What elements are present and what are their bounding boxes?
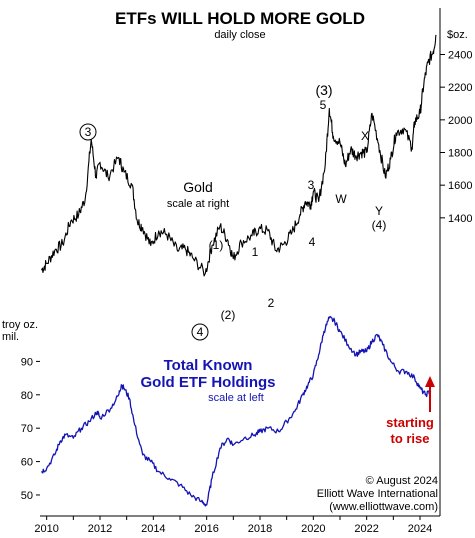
- left-tick-label: 90: [21, 356, 33, 368]
- left-axis-unit-2: mil.: [2, 331, 19, 343]
- annotation-line1: starting: [386, 415, 434, 430]
- wave-label-3-minor: 3: [308, 178, 315, 192]
- left-axis-unit-1: troy oz.: [2, 319, 38, 331]
- wave-label-3-circled: 3: [85, 125, 92, 139]
- right-tick-label: 2200: [448, 82, 472, 94]
- wave-label-1: 1: [252, 245, 259, 259]
- gold-price-line: [40, 34, 437, 277]
- right-axis-ticks: 2400 2200 2000 1800 1600 1400: [440, 50, 472, 225]
- wave-label-2: 2: [268, 296, 275, 310]
- right-tick-label: 1600: [448, 180, 472, 192]
- etf-holdings-line: [40, 315, 432, 507]
- wave-labels: 3 (1) 1 2 (2) 4 3 4 (3) 5 W X Y (4): [79, 82, 387, 341]
- right-tick-label: 2400: [448, 50, 472, 62]
- wave-label-4-minor: 4: [309, 235, 316, 249]
- wave-label-x: X: [361, 129, 369, 143]
- right-tick-label: 1800: [448, 148, 472, 160]
- x-tick-label: 2016: [194, 523, 218, 535]
- x-tick-label: 2018: [248, 523, 272, 535]
- wave-label-2-paren: (2): [221, 308, 236, 322]
- annotation-line2: to rise: [390, 431, 429, 446]
- x-tick-label: 2010: [34, 523, 58, 535]
- right-tick-label: 2000: [448, 115, 472, 127]
- gold-scale-note: scale at right: [167, 198, 229, 210]
- wave-label-4-circled: 4: [197, 325, 204, 339]
- wave-label-4-paren: (4): [372, 218, 387, 232]
- wave-label-y: Y: [375, 204, 383, 218]
- left-tick-label: 80: [21, 390, 33, 402]
- wave-label-w: W: [335, 192, 347, 206]
- x-tick-label: 2012: [88, 523, 112, 535]
- etf-series-label-line1: Total Known: [164, 357, 253, 374]
- left-axis-ticks: 90 80 70 60 50: [21, 356, 40, 502]
- credit-website: (www.elliottwave.com): [329, 501, 438, 513]
- right-axis-unit: $oz.: [447, 29, 468, 41]
- x-tick-label: 2024: [408, 523, 432, 535]
- credit-publisher: Elliott Wave International: [317, 488, 438, 500]
- chart-subtitle: daily close: [214, 29, 265, 41]
- wave-label-5: 5: [320, 98, 327, 112]
- wave-label-circle-4: [191, 323, 209, 341]
- etf-series-label-line2: Gold ETF Holdings: [141, 374, 276, 391]
- left-tick-label: 50: [21, 490, 33, 502]
- left-tick-label: 70: [21, 423, 33, 435]
- x-tick-label: 2014: [141, 523, 165, 535]
- wave-label-3-paren-major: (3): [315, 82, 332, 98]
- starting-arrow-head: [425, 376, 435, 387]
- left-tick-label: 60: [21, 457, 33, 469]
- credit-date: © August 2024: [366, 475, 438, 487]
- wave-label-circle-3: [79, 123, 97, 141]
- etf-scale-note: scale at left: [208, 392, 264, 404]
- x-tick-label: 2020: [301, 523, 325, 535]
- chart-title: ETFs WILL HOLD MORE GOLD: [115, 9, 365, 28]
- x-axis-ticks: 2010 2012 2014 2016 2018 2020 2022 2024: [34, 516, 432, 535]
- gold-series-label: Gold: [183, 179, 213, 195]
- right-tick-label: 1400: [448, 213, 472, 225]
- x-tick-label: 2022: [354, 523, 378, 535]
- wave-label-1-paren: (1): [209, 238, 224, 252]
